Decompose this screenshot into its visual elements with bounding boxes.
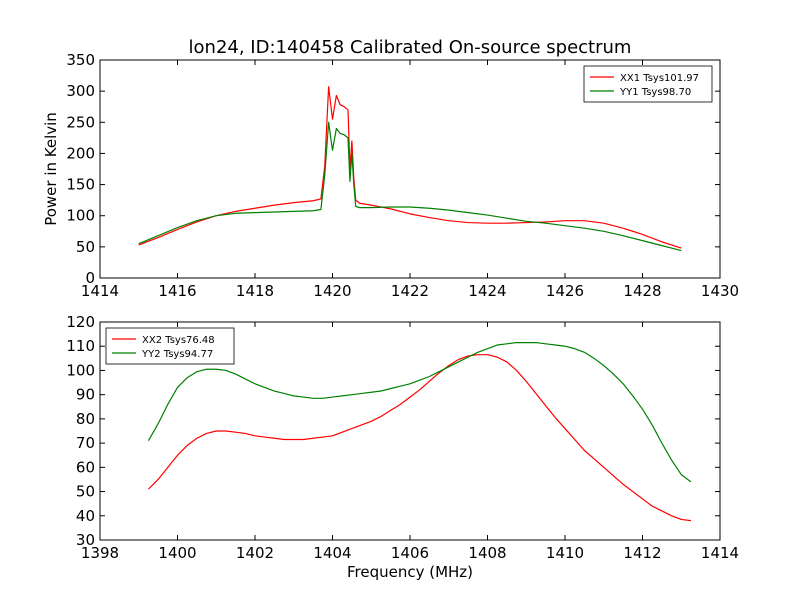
x-tick-label: 1404	[313, 544, 351, 562]
legend-entry: YY1 Tsys98.70	[619, 87, 691, 98]
x-tick-label: 1414	[81, 282, 119, 300]
x-tick-label: 1428	[623, 282, 661, 300]
x-tick-label: 1410	[546, 544, 584, 562]
y-tick-label: 200	[66, 144, 95, 162]
x-tick-label: 1430	[701, 282, 739, 300]
legend-entry: XX1 Tsys101.97	[620, 73, 699, 84]
series-group	[147, 341, 692, 522]
bottom-panel: 1398 1400 1402 1404 1406 1408 1410 1412 1414 30 40…	[66, 313, 739, 581]
series-group	[138, 86, 682, 252]
y-tick-label: 350	[66, 51, 95, 69]
chart-title: lon24, ID:140458 Calibrated On-source sp…	[189, 37, 632, 58]
legend-box	[105, 327, 235, 365]
legend-entry: YY2 Tsys94.77	[141, 349, 213, 360]
y-tick-label: 150	[66, 176, 95, 194]
y-tick-label: 250	[66, 113, 95, 131]
x-tick-label: 1422	[391, 282, 429, 300]
y-axis-label: Power in Kelvin	[42, 112, 60, 226]
y-tick-label: 120	[66, 313, 95, 331]
y-tick-label: 300	[66, 82, 95, 100]
x-tick-label: 1418	[236, 282, 274, 300]
y-tick-label: 50	[76, 483, 95, 501]
x-tick-label: 1416	[158, 282, 196, 300]
series-line-yy1	[138, 121, 682, 252]
legend-box	[583, 65, 713, 103]
y-tick-label: 110	[66, 337, 95, 355]
x-tick-label: 1408	[468, 544, 506, 562]
y-tick-label: 60	[76, 458, 95, 476]
x-tick-label: 1400	[158, 544, 196, 562]
x-tick-label: 1398	[81, 544, 119, 562]
x-tick-label: 1426	[546, 282, 584, 300]
x-tick-label: 1402	[236, 544, 274, 562]
y-tick-label: 100	[66, 207, 95, 225]
legend: XX2 Tsys76.48 YY2 Tsys94.77	[105, 327, 235, 365]
x-axis-label: Frequency (MHz)	[347, 563, 473, 581]
x-tick-label: 1406	[391, 544, 429, 562]
x-tick-label: 1424	[468, 282, 506, 300]
y-tick-label: 90	[76, 386, 95, 404]
y-tick-label: 30	[76, 531, 95, 549]
legend: XX1 Tsys101.97 YY1 Tsys98.70	[583, 65, 713, 103]
series-line-xx2	[148, 354, 692, 522]
x-tick-label: 1414	[701, 544, 739, 562]
x-tick-label: 1420	[313, 282, 351, 300]
y-tick-label: 40	[76, 507, 95, 525]
y-tick-label: 0	[85, 269, 95, 287]
y-tick-label: 100	[66, 361, 95, 379]
series-line-yy2	[147, 341, 692, 483]
y-tick-label: 80	[76, 410, 95, 428]
x-tick-label: 1412	[623, 544, 661, 562]
y-tick-label: 70	[76, 434, 95, 452]
top-panel: 1414 1416 1418 1420 1422 1424 1426 1428 1430 0 50 1…	[42, 51, 739, 300]
legend-entry: XX2 Tsys76.48	[142, 335, 215, 346]
y-tick-label: 50	[76, 238, 95, 256]
